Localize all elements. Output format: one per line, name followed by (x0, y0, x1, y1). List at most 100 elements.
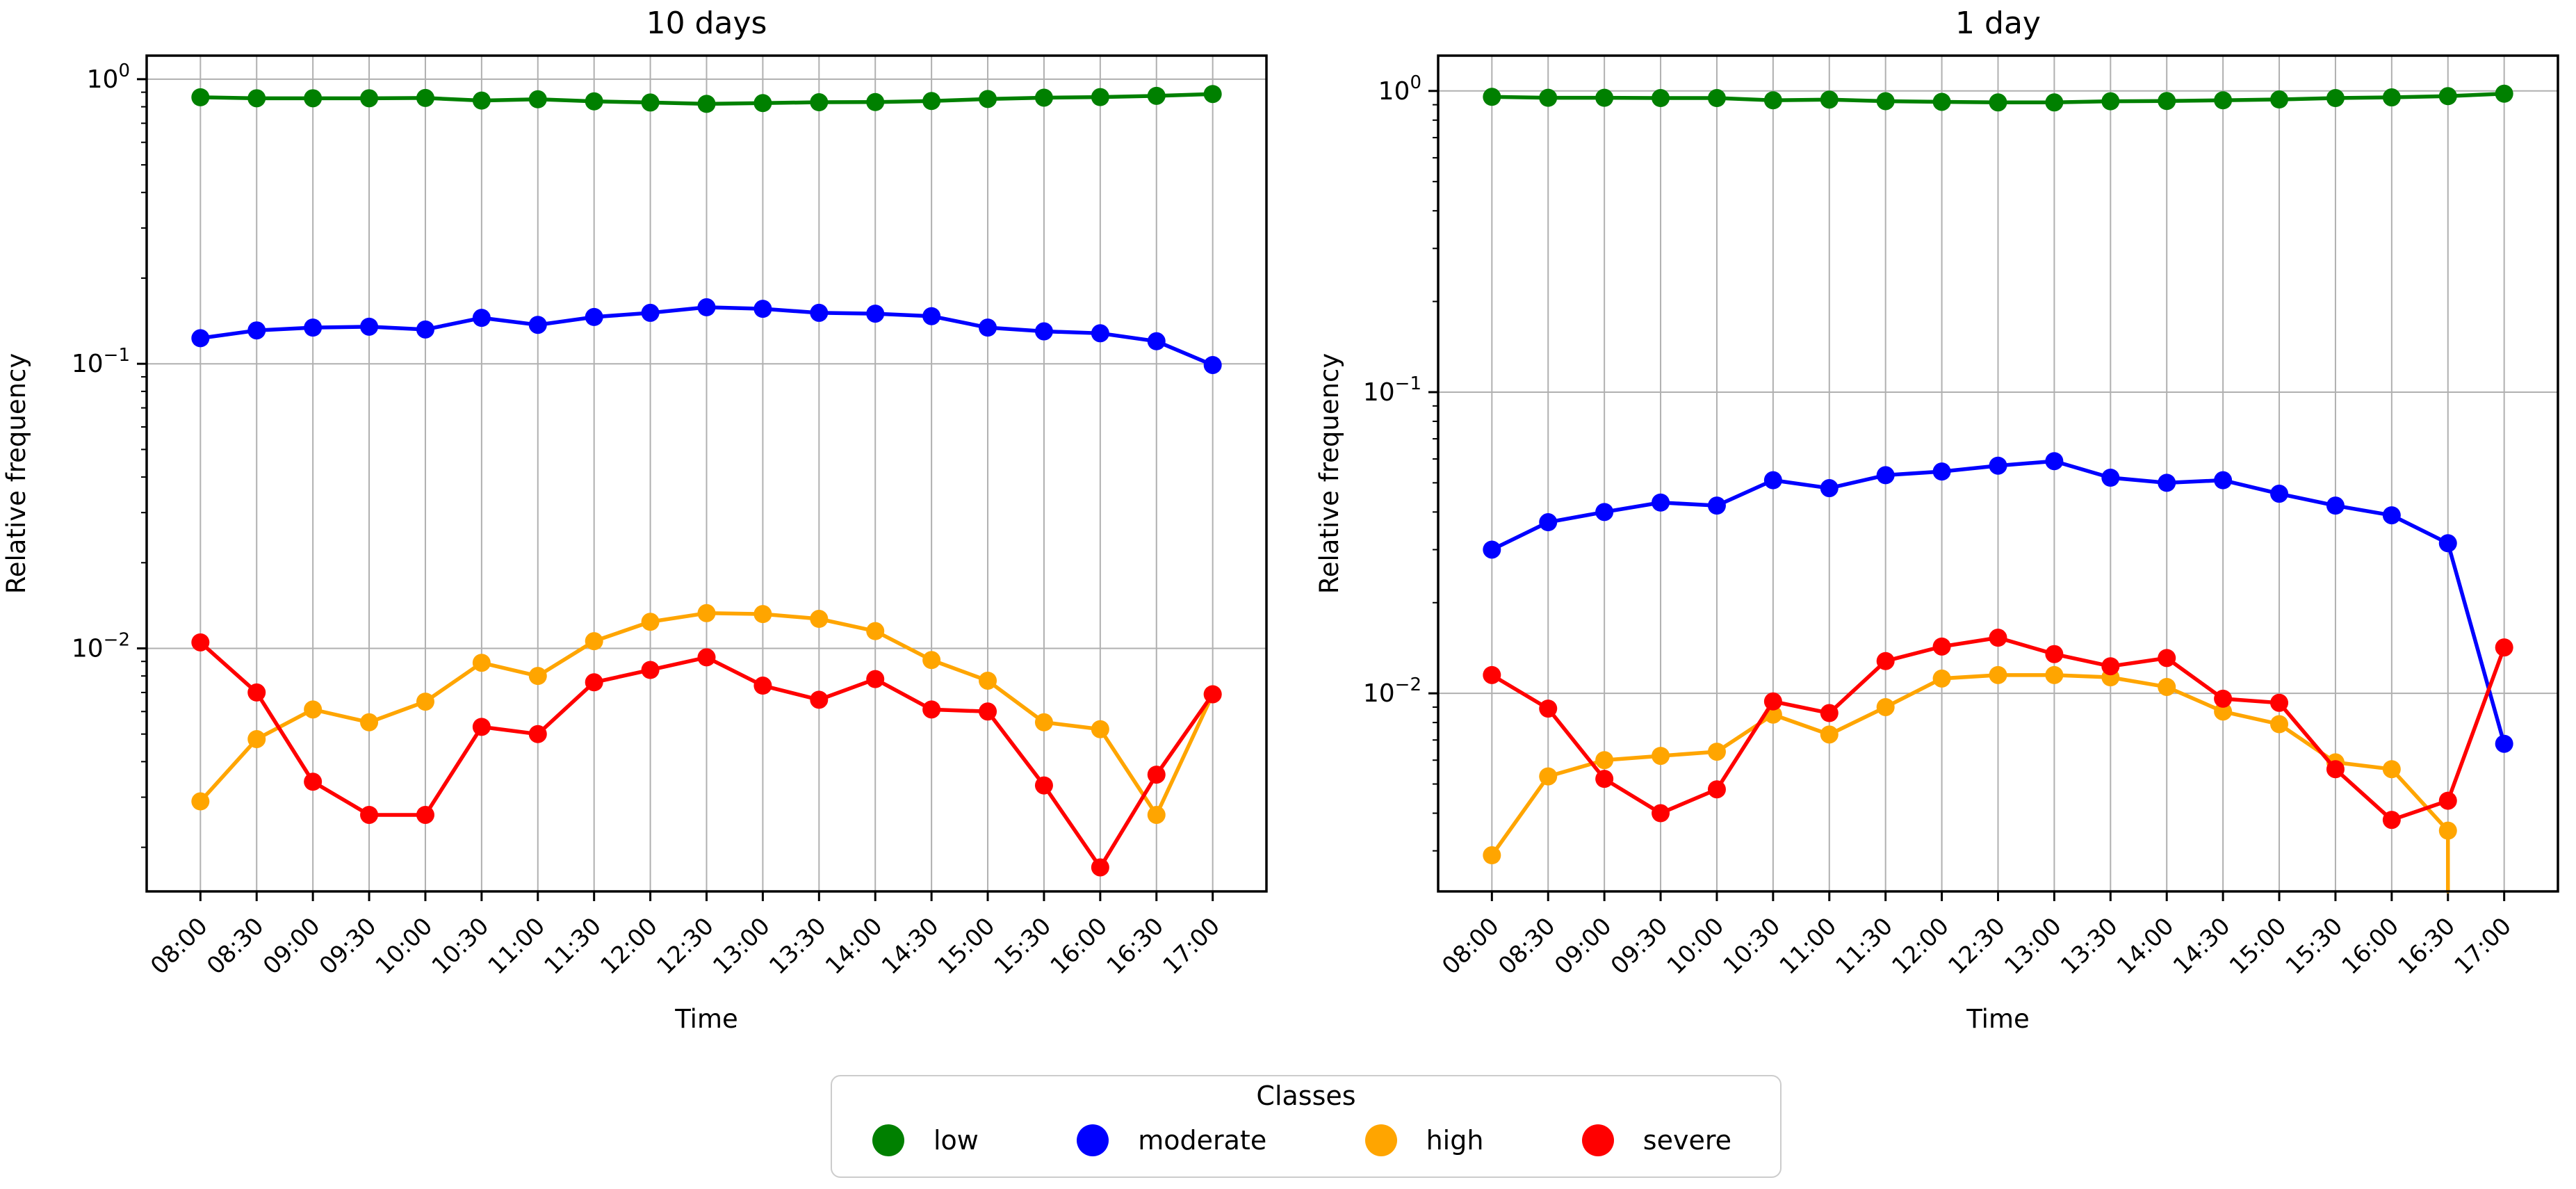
y-tick-label: 10−1 (72, 345, 130, 378)
data-point-severe (1989, 629, 2007, 647)
data-point-high (2270, 715, 2289, 734)
data-point-moderate (247, 321, 266, 340)
series-moderate (191, 298, 1222, 374)
data-point-low (753, 94, 772, 113)
data-point-moderate (866, 305, 885, 323)
data-point-high (1820, 725, 1839, 744)
x-axis-label: Time (674, 1004, 738, 1034)
data-point-severe (810, 690, 829, 709)
series-moderate (1483, 452, 2513, 753)
data-point-moderate (360, 317, 379, 336)
data-point-severe (416, 805, 434, 824)
data-point-severe (1147, 766, 1166, 784)
x-tick-label: 13:30 (764, 912, 832, 980)
data-point-severe (641, 661, 660, 679)
data-point-severe (1876, 652, 1895, 670)
data-point-moderate (416, 320, 434, 339)
data-point-low (247, 89, 266, 108)
data-point-moderate (979, 318, 997, 337)
data-point-low (641, 93, 660, 112)
data-point-low (2045, 93, 2064, 112)
axes-spines (145, 54, 1268, 893)
y-axis-label: Relative frequency (1, 353, 31, 594)
data-point-moderate (2270, 485, 2289, 503)
x-tick-labels: 08:0008:3009:0009:3010:0010:3011:0011:30… (1437, 912, 2517, 980)
data-point-moderate (810, 303, 829, 322)
data-point-moderate (641, 303, 660, 322)
x-tick-label: 17:00 (1157, 912, 1225, 980)
data-point-severe (2495, 638, 2513, 657)
x-tick-label: 09:30 (1606, 912, 1674, 980)
axes-spines (1437, 54, 2559, 893)
data-point-low (528, 90, 547, 108)
data-point-high (697, 604, 716, 622)
legend-marker-low-icon (872, 1124, 904, 1156)
data-point-high (2214, 702, 2233, 721)
data-point-moderate (2045, 452, 2064, 471)
data-point-moderate (2382, 506, 2401, 525)
data-point-low (2158, 92, 2176, 111)
x-tick-label: 16:30 (2393, 912, 2461, 980)
x-tick-label: 14:00 (2112, 912, 2180, 980)
x-tick-label: 11:00 (1775, 912, 1843, 980)
data-point-high (2438, 821, 2457, 840)
legend-label-severe: severe (1642, 1124, 1731, 1156)
data-point-severe (2158, 649, 2176, 668)
data-point-high (1147, 805, 1166, 824)
axis-ticks (1428, 90, 2506, 901)
data-point-high (1652, 747, 1670, 766)
data-point-high (360, 713, 379, 731)
x-tick-label: 11:30 (539, 912, 607, 980)
data-point-high (753, 605, 772, 624)
legend-marker-severe-icon (1581, 1124, 1614, 1156)
x-tick-label: 10:00 (370, 912, 439, 980)
x-tick-label: 14:30 (877, 912, 945, 980)
x-tick-label: 13:00 (1999, 912, 2067, 980)
data-point-severe (697, 648, 716, 667)
x-tick-label: 11:00 (483, 912, 551, 980)
data-point-severe (979, 702, 997, 721)
data-point-moderate (304, 318, 323, 337)
data-point-low (1091, 88, 1109, 106)
x-tick-label: 15:00 (2224, 912, 2292, 980)
data-point-low (1483, 88, 1501, 106)
data-point-high (1595, 751, 1614, 770)
data-point-severe (2270, 693, 2289, 712)
data-point-moderate (528, 316, 547, 334)
data-point-moderate (1707, 496, 1726, 515)
data-point-severe (866, 670, 885, 688)
data-point-severe (1932, 637, 1951, 656)
data-point-severe (2045, 645, 2064, 663)
chart-title: 1 day (1955, 6, 2041, 41)
data-point-low (1652, 89, 1670, 108)
series-low (191, 85, 1222, 113)
data-point-moderate (1595, 503, 1614, 521)
data-point-low (2270, 90, 2289, 109)
data-point-high (1932, 669, 1951, 688)
y-tick-label: 100 (87, 60, 130, 94)
x-tick-label: 09:00 (258, 912, 326, 980)
data-point-low (1876, 92, 1895, 111)
data-point-high (191, 792, 210, 811)
data-point-moderate (1203, 355, 1222, 374)
legend-entry-severe: severe (1581, 1124, 1731, 1156)
data-point-severe (472, 718, 491, 736)
series-high (191, 604, 1222, 824)
x-tick-label: 11:30 (1830, 912, 1898, 980)
data-point-severe (2214, 689, 2233, 708)
data-point-high (2382, 760, 2401, 779)
data-point-moderate (697, 298, 716, 316)
axis-ticks (137, 78, 1214, 901)
chart-title: 10 days (646, 6, 767, 41)
y-tick-label: 10−1 (1363, 373, 1421, 407)
data-point-low (697, 95, 716, 113)
data-point-high (1483, 846, 1501, 865)
data-point-severe (1595, 770, 1614, 788)
data-point-moderate (1034, 322, 1053, 341)
data-point-moderate (2495, 734, 2513, 753)
data-point-severe (1820, 704, 1839, 722)
data-point-moderate (1876, 466, 1895, 485)
x-tick-label: 15:30 (989, 912, 1057, 980)
x-tick-label: 15:30 (2281, 912, 2349, 980)
